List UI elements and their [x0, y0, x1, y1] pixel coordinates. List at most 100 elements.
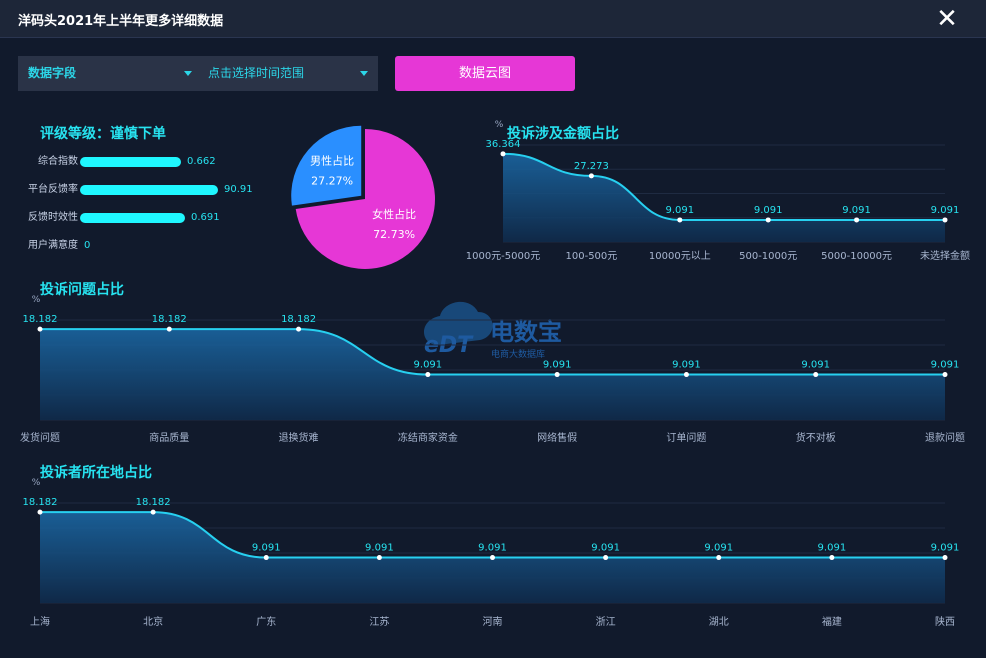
data-label: 9.091: [414, 360, 443, 371]
data-label: 9.091: [801, 360, 830, 371]
data-label: 9.091: [842, 205, 871, 216]
rating-row-value: 90.91: [224, 184, 253, 195]
data-point: [263, 555, 269, 561]
data-label: 27.273: [574, 161, 609, 172]
data-point: [765, 217, 771, 223]
close-icon[interactable]: ✕: [936, 4, 958, 34]
data-label: 18.182: [152, 314, 187, 325]
rating-row-label: 反馈时效性: [28, 212, 78, 223]
chevron-down-icon: [184, 71, 192, 76]
watermark-subtitle: 电商大数据库: [491, 348, 545, 360]
modal-titlebar: 洋码头2021年上半年更多详细数据 ✕: [0, 0, 986, 38]
amount-chart-title: 投诉涉及金额占比: [507, 126, 619, 142]
x-tick-label: 退款问题: [925, 431, 965, 444]
data-point: [37, 509, 43, 515]
data-label: 9.091: [931, 360, 960, 371]
data-point: [942, 217, 948, 223]
rating-row-value: 0: [84, 240, 91, 251]
data-label: 9.091: [591, 543, 620, 554]
data-label: 36.364: [486, 139, 521, 150]
x-tick-label: 未选择金额: [920, 249, 970, 262]
data-label: 9.091: [478, 543, 507, 554]
data-point: [150, 509, 156, 515]
filter-bar: 数据字段 点击选择时间范围: [18, 56, 378, 91]
pie-slice-name: 女性占比: [372, 207, 416, 221]
data-label: 9.091: [754, 205, 783, 216]
data-point: [166, 326, 172, 332]
watermark-name: 电数宝: [490, 318, 562, 346]
pie-slice-name: 男性占比: [310, 154, 354, 168]
rating-row-bar: [80, 213, 185, 223]
data-cloud-button[interactable]: 数据云图: [395, 56, 575, 91]
data-label: 18.182: [23, 497, 58, 508]
x-tick-label: 陕西: [935, 615, 955, 628]
rating-row-label: 综合指数: [38, 156, 78, 167]
time-range-select[interactable]: 点击选择时间范围: [208, 56, 368, 91]
x-tick-label: 上海: [30, 615, 50, 628]
x-tick-label: 1000元-5000元: [466, 251, 541, 262]
data-point: [677, 217, 683, 223]
x-tick-label: 湖北: [709, 616, 729, 628]
x-tick-label: 商品质量: [149, 431, 189, 444]
x-tick-label: 100-500元: [566, 251, 618, 262]
data-point: [425, 372, 431, 378]
data-label: 9.091: [931, 205, 960, 216]
x-tick-label: 500-1000元: [739, 251, 797, 262]
data-label: 9.091: [365, 543, 394, 554]
data-label: 9.091: [931, 543, 960, 554]
data-label: 9.091: [672, 360, 701, 371]
data-label: 9.091: [543, 360, 572, 371]
x-tick-label: 货不对板: [796, 431, 836, 444]
watermark-logo: eDT 电数宝 电商大数据库: [424, 301, 562, 360]
rating-row-value: 0.662: [187, 156, 216, 167]
data-point: [603, 555, 609, 561]
series-line: [39, 328, 945, 376]
rating-row-label: 用户满意度: [28, 240, 78, 251]
time-range-select-label: 点击选择时间范围: [208, 66, 305, 80]
pie-slice: [295, 129, 435, 269]
pie-slice-label: 27.27%: [311, 175, 353, 188]
data-point: [716, 555, 722, 561]
data-point: [588, 173, 594, 179]
x-tick-label: 福建: [822, 615, 842, 628]
data-point: [942, 555, 948, 561]
x-tick-label: 广东: [256, 615, 276, 628]
y-axis-unit: %: [32, 478, 41, 488]
rating-row-bar: [80, 157, 181, 167]
pie-slice: [291, 125, 362, 206]
x-tick-label: 发货问题: [20, 431, 60, 444]
data-point: [854, 217, 860, 223]
data-label: 9.091: [252, 543, 281, 554]
data-label: 18.182: [136, 497, 171, 508]
area-fill: [40, 329, 945, 420]
y-axis-unit: %: [495, 120, 504, 130]
chevron-down-icon: [360, 71, 368, 76]
x-tick-label: 浙江: [596, 616, 616, 628]
data-field-select-label: 数据字段: [28, 66, 77, 80]
data-point: [829, 555, 835, 561]
x-tick-label: 北京: [143, 615, 163, 628]
region-chart-title: 投诉者所在地占比: [40, 465, 152, 481]
data-field-select[interactable]: 数据字段: [28, 56, 192, 91]
x-tick-label: 河南: [483, 615, 503, 628]
x-tick-label: 订单问题: [666, 431, 706, 444]
x-tick-label: 5000-10000元: [821, 251, 892, 262]
x-tick-label: 网络售假: [537, 431, 577, 444]
data-label: 18.182: [281, 314, 316, 325]
issue-chart-title: 投诉问题占比: [40, 282, 124, 298]
data-label: 9.091: [818, 543, 847, 554]
series-line: [502, 152, 945, 221]
data-point: [813, 372, 819, 378]
modal-title: 洋码头2021年上半年更多详细数据: [18, 14, 224, 29]
data-point: [500, 151, 506, 157]
data-point: [554, 372, 560, 378]
data-point: [376, 555, 382, 561]
x-tick-label: 江苏: [369, 615, 389, 628]
data-label: 9.091: [704, 543, 733, 554]
data-label: 9.091: [665, 205, 694, 216]
pie-slice-label: 72.73%: [373, 228, 415, 241]
data-point: [37, 326, 43, 332]
data-point: [296, 326, 302, 332]
